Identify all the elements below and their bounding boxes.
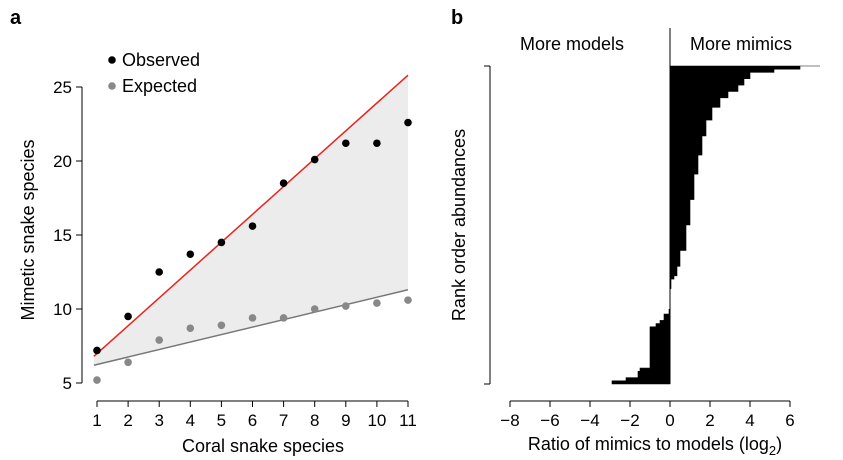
x-tick-label-1: 1 — [92, 411, 101, 430]
expected-point-2 — [124, 358, 132, 367]
expected-point-4 — [186, 324, 195, 333]
x-tick-label-2: 2 — [705, 411, 714, 430]
x-tick-label-4: 4 — [745, 411, 754, 430]
x-tick-label--8: −8 — [500, 411, 519, 430]
x-tick-label-2: 2 — [123, 411, 132, 430]
observed-point-5 — [217, 238, 226, 247]
panel-b-header-more-mimics: More mimics — [690, 34, 792, 54]
x-tick-label-9: 9 — [341, 411, 350, 430]
expected-point-9 — [342, 302, 350, 310]
panel-a-scatter-chart: a 1 2 3 4 5 6 7 8 9 10 11 5 10 15 20 25 Observed Expecte… — [10, 7, 417, 456]
x-tick-label--2: −2 — [620, 411, 639, 430]
observed-point-8 — [310, 155, 319, 164]
expected-point-5 — [217, 321, 226, 330]
panel-a-y-axis-title: Mimetic snake species — [18, 139, 38, 320]
panel-a-x-axis-title: Coral snake species — [182, 436, 344, 456]
expected-point-1 — [93, 376, 101, 384]
panel-a-shaded-band — [93, 75, 408, 366]
y-tick-label-15: 15 — [53, 226, 72, 245]
expected-point-7 — [279, 314, 288, 322]
expected-point-11 — [404, 296, 412, 304]
x-tick-label-4: 4 — [186, 411, 195, 430]
panel-b-x-axis-title: Ratio of mimics to models (log2) — [528, 434, 782, 458]
x-tick-label-11: 11 — [399, 411, 417, 430]
observed-point-7 — [279, 179, 288, 187]
x-tick-label-7: 7 — [279, 411, 288, 430]
x-tick-label--4: −4 — [580, 411, 599, 430]
shaded-band-area — [93, 75, 408, 366]
expected-point-6 — [248, 314, 257, 322]
x-tick-label-6: 6 — [785, 411, 794, 430]
observed-point-2 — [124, 312, 132, 321]
legend-marker-observed — [108, 56, 116, 64]
observed-point-10 — [373, 139, 381, 148]
y-tick-label-5: 5 — [63, 374, 72, 393]
x-tick-label-6: 6 — [248, 411, 257, 430]
panel-b-x-axis-title-prefix: Ratio of mimics to models (log — [528, 434, 769, 454]
expected-point-3 — [155, 336, 163, 344]
panel-a-letter: a — [10, 7, 22, 29]
y-tick-label-10: 10 — [53, 300, 72, 319]
x-tick-label-5: 5 — [217, 411, 226, 430]
expected-point-8 — [310, 305, 319, 313]
ratio-bar-profile — [611, 65, 820, 385]
panel-b-bar-profile — [611, 65, 820, 385]
panel-b-axes: −8 −6 −4 −2 0 2 4 6 — [484, 28, 795, 430]
x-tick-label-8: 8 — [310, 411, 319, 430]
x-tick-label-3: 3 — [154, 411, 163, 430]
legend-marker-expected — [108, 82, 116, 90]
expected-point-10 — [373, 299, 381, 307]
observed-point-6 — [248, 222, 257, 230]
y-tick-label-20: 20 — [53, 152, 72, 171]
observed-point-3 — [155, 268, 163, 276]
legend-label-observed: Observed — [122, 50, 200, 70]
panel-b-y-axis-title: Rank order abundances — [449, 129, 469, 321]
panel-a-legend: Observed Expected — [108, 50, 200, 96]
observed-point-9 — [342, 139, 350, 148]
observed-point-1 — [93, 346, 101, 355]
y-tick-label-25: 25 — [53, 78, 72, 97]
panel-b-ratio-chart: b More models More mimics −8 −6 −4 −2 0 2 4 6 R… — [449, 7, 820, 458]
x-tick-label-0: 0 — [665, 411, 674, 430]
panel-a-data-points — [93, 118, 412, 384]
panel-b-letter: b — [451, 7, 463, 29]
observed-point-4 — [186, 250, 195, 259]
panel-b-x-axis-title-suffix: ) — [776, 434, 782, 454]
panel-a-axes: 1 2 3 4 5 6 7 8 9 10 11 5 10 15 20 25 — [53, 78, 417, 430]
panel-a-fit-lines — [93, 74, 409, 366]
lower-fit-line — [93, 289, 409, 366]
panel-b-header-more-models: More models — [520, 34, 624, 54]
upper-fit-line — [93, 74, 409, 357]
x-tick-label-10: 10 — [367, 411, 386, 430]
observed-point-11 — [404, 118, 412, 127]
legend-label-expected: Expected — [122, 76, 197, 96]
x-tick-label--6: −6 — [540, 411, 559, 430]
panel-b-x-axis-title-subscript: 2 — [769, 443, 776, 458]
